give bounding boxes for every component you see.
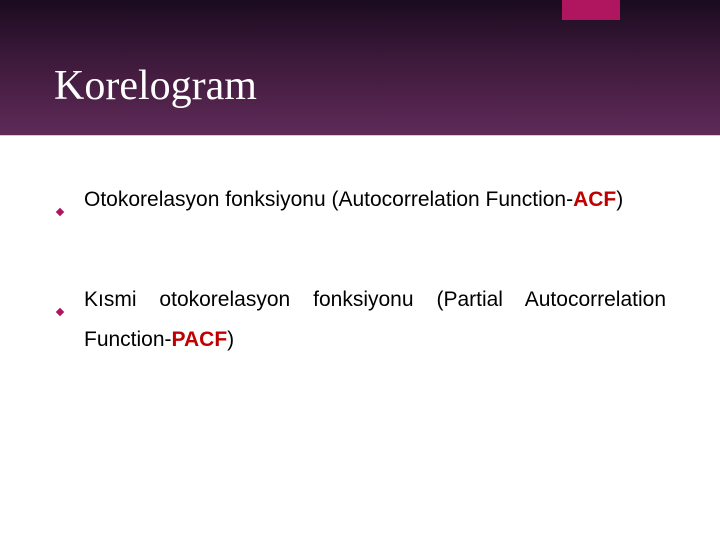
diamond-icon bbox=[54, 292, 66, 332]
bullet-post: ) bbox=[227, 328, 234, 351]
page-title: Korelogram bbox=[54, 62, 257, 110]
bullet-item: Kısmi otokorelasyon fonksiyonu (Partial … bbox=[54, 280, 666, 360]
slide: Korelogram Otokorelasyon fonksiyonu (Aut… bbox=[0, 0, 720, 540]
content-area: Otokorelasyon fonksiyonu (Autocorrelatio… bbox=[54, 180, 666, 408]
bullet-post: ) bbox=[616, 188, 623, 211]
bullet-text: Otokorelasyon fonksiyonu (Autocorrelatio… bbox=[84, 180, 666, 220]
bullet-highlight: ACF bbox=[573, 188, 616, 211]
bullet-highlight: PACF bbox=[172, 328, 228, 351]
accent-tab bbox=[562, 0, 620, 20]
bullet-text: Kısmi otokorelasyon fonksiyonu (Partial … bbox=[84, 280, 666, 360]
bullet-item: Otokorelasyon fonksiyonu (Autocorrelatio… bbox=[54, 180, 666, 232]
bullet-pre: Otokorelasyon fonksiyonu (Autocorrelatio… bbox=[84, 188, 573, 211]
header-band: Korelogram bbox=[0, 0, 720, 136]
diamond-icon bbox=[54, 192, 66, 232]
